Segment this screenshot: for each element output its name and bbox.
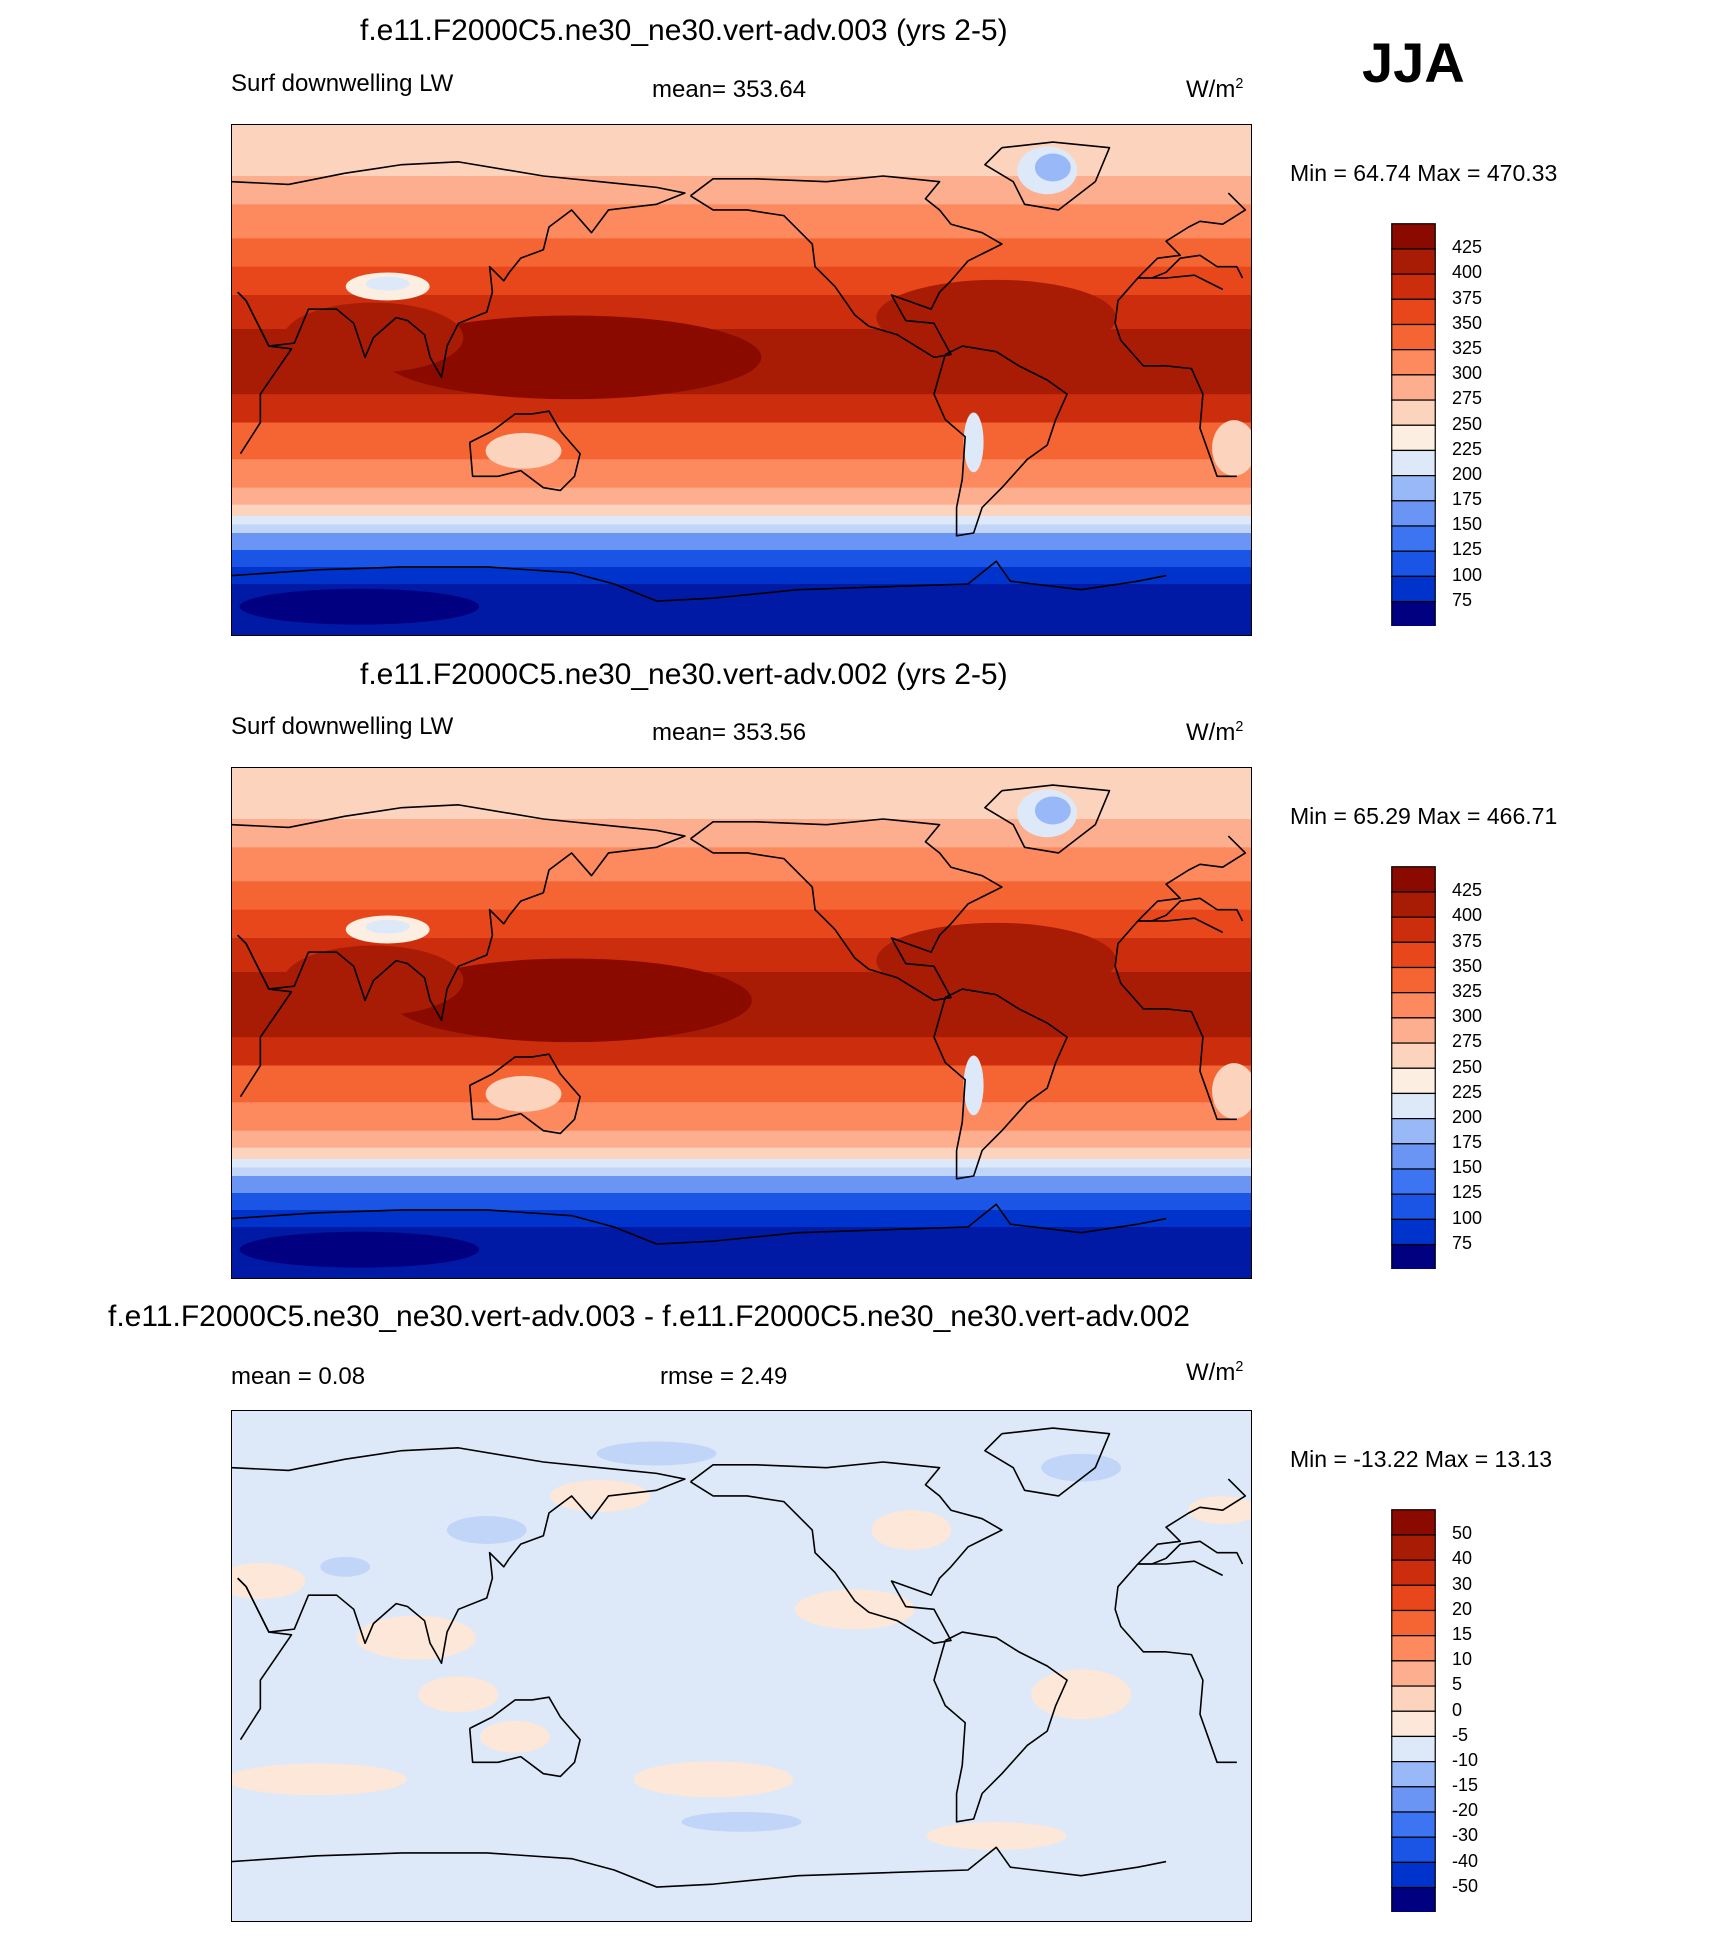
colorbar-tick-label: 75 bbox=[1452, 589, 1473, 610]
colorbar-tick-label: 20 bbox=[1452, 1598, 1473, 1619]
colorbar-tick-label: 325 bbox=[1452, 980, 1483, 1001]
colorbar-tick-label: 325 bbox=[1452, 337, 1483, 358]
panel-2-units: W/m2 bbox=[1186, 719, 1244, 746]
panel-1-title: f.e11.F2000C5.ne30_ne30.vert-adv.003 (yr… bbox=[360, 14, 1008, 47]
colorbar-tick-label: 100 bbox=[1452, 1207, 1483, 1228]
colorbar-tick-label: -40 bbox=[1452, 1850, 1479, 1871]
colorbar-tick-label: 300 bbox=[1452, 1006, 1483, 1027]
colorbar-tick-label: -50 bbox=[1452, 1875, 1479, 1896]
colorbar-tick-label: 50 bbox=[1452, 1523, 1473, 1544]
panel-2-variable-label: Surf downwelling LW bbox=[231, 713, 454, 740]
colorbar-tick-label: -20 bbox=[1452, 1800, 1479, 1821]
colorbar-tick-label: 40 bbox=[1452, 1548, 1473, 1569]
panel-2-colorbar: 425 400 375 350 325 300 275 250 225 200 175 150 125 1… bbox=[1391, 866, 1482, 1269]
colorbar-tick-label: 375 bbox=[1452, 287, 1483, 308]
panel-3-colorbar: 50 40 30 20 15 10 5 0 -5 -10 -15 -20 -30 -40 -50 bbox=[1391, 1509, 1478, 1912]
colorbar-tick-label: -5 bbox=[1452, 1724, 1469, 1745]
colorbar-tick-label: 125 bbox=[1452, 1182, 1483, 1203]
colorbar-tick-label: -30 bbox=[1452, 1825, 1479, 1846]
colorbar-tick-label: 425 bbox=[1452, 880, 1483, 901]
panel-2-mean: mean= 353.56 bbox=[652, 719, 807, 746]
panel-3-mean: mean = 0.08 bbox=[231, 1363, 366, 1390]
colorbar-tick-label: 225 bbox=[1452, 1081, 1483, 1102]
colorbar-tick-label: 75 bbox=[1452, 1232, 1473, 1253]
panel-2-title: f.e11.F2000C5.ne30_ne30.vert-adv.002 (yr… bbox=[360, 658, 1008, 691]
colorbar-tick-label: 275 bbox=[1452, 1031, 1483, 1052]
panel-3-minmax: Min = -13.22 Max = 13.13 bbox=[1290, 1446, 1553, 1472]
colorbar-tick-label: 400 bbox=[1452, 262, 1483, 283]
colorbar-tick-label: 10 bbox=[1452, 1649, 1473, 1670]
colorbar-tick-label: 150 bbox=[1452, 1157, 1483, 1178]
colorbar-tick-label: 350 bbox=[1452, 955, 1483, 976]
panel-1-map bbox=[231, 124, 1252, 636]
colorbar-tick-label: 15 bbox=[1452, 1623, 1473, 1644]
colorbar-tick-label: 250 bbox=[1452, 413, 1483, 434]
season-label: JJA bbox=[1362, 31, 1465, 94]
colorbar-tick-label: 350 bbox=[1452, 312, 1483, 333]
panel-1-mean: mean= 353.64 bbox=[652, 76, 807, 103]
colorbar-tick-label: 150 bbox=[1452, 514, 1483, 535]
colorbar-tick-label: 5 bbox=[1452, 1674, 1463, 1695]
colorbar-tick-label: 175 bbox=[1452, 1132, 1483, 1153]
panel-1-variable-label: Surf downwelling LW bbox=[231, 70, 454, 97]
colorbar-tick-label: 200 bbox=[1452, 463, 1483, 484]
colorbar-tick-label: 30 bbox=[1452, 1573, 1473, 1594]
colorbar-tick-label: 375 bbox=[1452, 930, 1483, 951]
colorbar-tick-label: 400 bbox=[1452, 905, 1483, 926]
colorbar-tick-label: 300 bbox=[1452, 363, 1483, 384]
panel-3-title: f.e11.F2000C5.ne30_ne30.vert-adv.003 - f… bbox=[108, 1300, 1190, 1333]
colorbar-tick-label: 200 bbox=[1452, 1106, 1483, 1127]
panel-1-units: W/m2 bbox=[1186, 76, 1244, 103]
colorbar-tick-label: 225 bbox=[1452, 438, 1483, 459]
colorbar-tick-label: 100 bbox=[1452, 564, 1483, 585]
colorbar-tick-label: -15 bbox=[1452, 1775, 1479, 1796]
colorbar-tick-label: 275 bbox=[1452, 388, 1483, 409]
colorbar-tick-label: 125 bbox=[1452, 539, 1483, 560]
panel-3-rmse: rmse = 2.49 bbox=[660, 1363, 788, 1390]
panel-1-colorbar: 425 400 375 350 325 300 275 250 225 200 175 150 125 1… bbox=[1391, 223, 1482, 626]
panel-2-minmax: Min = 65.29 Max = 466.71 bbox=[1290, 803, 1558, 829]
panel-3-units: W/m2 bbox=[1186, 1359, 1244, 1386]
colorbar-tick-label: -10 bbox=[1452, 1749, 1479, 1770]
panel-2-map bbox=[231, 767, 1252, 1279]
colorbar-tick-label: 0 bbox=[1452, 1699, 1463, 1720]
colorbar-tick-label: 250 bbox=[1452, 1056, 1483, 1077]
panel-1-minmax: Min = 64.74 Max = 470.33 bbox=[1290, 160, 1558, 186]
colorbar-tick-label: 175 bbox=[1452, 489, 1483, 510]
colorbar-tick-label: 425 bbox=[1452, 237, 1483, 258]
panel-3-map bbox=[231, 1410, 1252, 1922]
